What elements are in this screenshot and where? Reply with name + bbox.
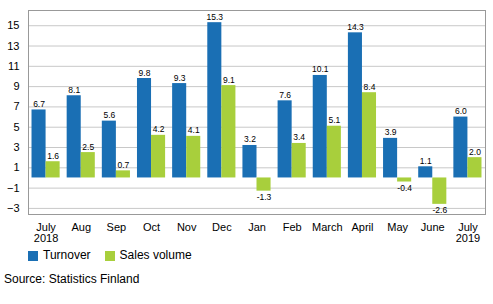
svg-text:5.6: 5.6 — [103, 110, 115, 120]
svg-text:2.0: 2.0 — [469, 147, 481, 157]
svg-text:4.1: 4.1 — [188, 125, 200, 135]
svg-text:4.2: 4.2 — [153, 124, 165, 134]
svg-text:6.7: 6.7 — [33, 99, 45, 109]
svg-text:May: May — [387, 221, 408, 233]
svg-text:Feb: Feb — [283, 221, 302, 233]
svg-text:9: 9 — [13, 80, 19, 92]
svg-text:9.3: 9.3 — [174, 73, 186, 83]
svg-text:9.8: 9.8 — [139, 68, 151, 78]
svg-text:−1: −1 — [7, 182, 20, 194]
svg-text:5.1: 5.1 — [328, 115, 340, 125]
svg-text:July2018: July2018 — [34, 221, 58, 244]
svg-text:7.6: 7.6 — [279, 90, 291, 100]
svg-text:3.9: 3.9 — [385, 127, 397, 137]
svg-text:8.4: 8.4 — [364, 82, 376, 92]
html-text:Source: Statistics Finland: Source: Statistics Finland — [4, 272, 140, 286]
svg-text:7: 7 — [13, 100, 19, 112]
html-text:Turnover: Turnover — [43, 248, 91, 262]
svg-text:Sep: Sep — [107, 221, 127, 233]
svg-text:July2019: July2019 — [456, 221, 480, 244]
svg-text:11: 11 — [8, 60, 19, 72]
svg-text:March: March — [312, 221, 343, 233]
svg-text:1: 1 — [13, 161, 19, 173]
svg-text:10.1: 10.1 — [312, 64, 329, 74]
svg-text:June: June — [421, 221, 445, 233]
svg-text:13: 13 — [7, 40, 19, 52]
svg-text:Aug: Aug — [71, 221, 91, 233]
svg-text:−3: −3 — [7, 202, 20, 214]
svg-text:Oct: Oct — [143, 221, 160, 233]
svg-text:15.3: 15.3 — [207, 12, 224, 22]
svg-text:0.7: 0.7 — [118, 160, 130, 170]
svg-text:2.5: 2.5 — [82, 142, 94, 152]
svg-text:3.2: 3.2 — [244, 134, 256, 144]
html-text:Sales volume: Sales volume — [119, 248, 192, 262]
svg-text:Dec: Dec — [212, 221, 232, 233]
svg-text:14.3: 14.3 — [347, 22, 364, 32]
svg-text:8.1: 8.1 — [68, 85, 80, 95]
svg-text:1.6: 1.6 — [47, 151, 59, 161]
svg-text:5: 5 — [13, 121, 19, 133]
svg-text:1.1: 1.1 — [420, 156, 432, 166]
svg-text:April: April — [351, 221, 373, 233]
svg-text:-2.6: -2.6 — [432, 205, 447, 215]
svg-text:15: 15 — [7, 19, 19, 31]
svg-text:3: 3 — [13, 141, 19, 153]
svg-text:-0.4: -0.4 — [397, 183, 412, 193]
svg-text:Nov: Nov — [177, 221, 197, 233]
svg-text:6.0: 6.0 — [455, 106, 467, 116]
svg-text:9.1: 9.1 — [223, 75, 235, 85]
svg-text:Jan: Jan — [248, 221, 266, 233]
svg-text:3.4: 3.4 — [293, 132, 305, 142]
svg-text:-1.3: -1.3 — [257, 192, 272, 202]
